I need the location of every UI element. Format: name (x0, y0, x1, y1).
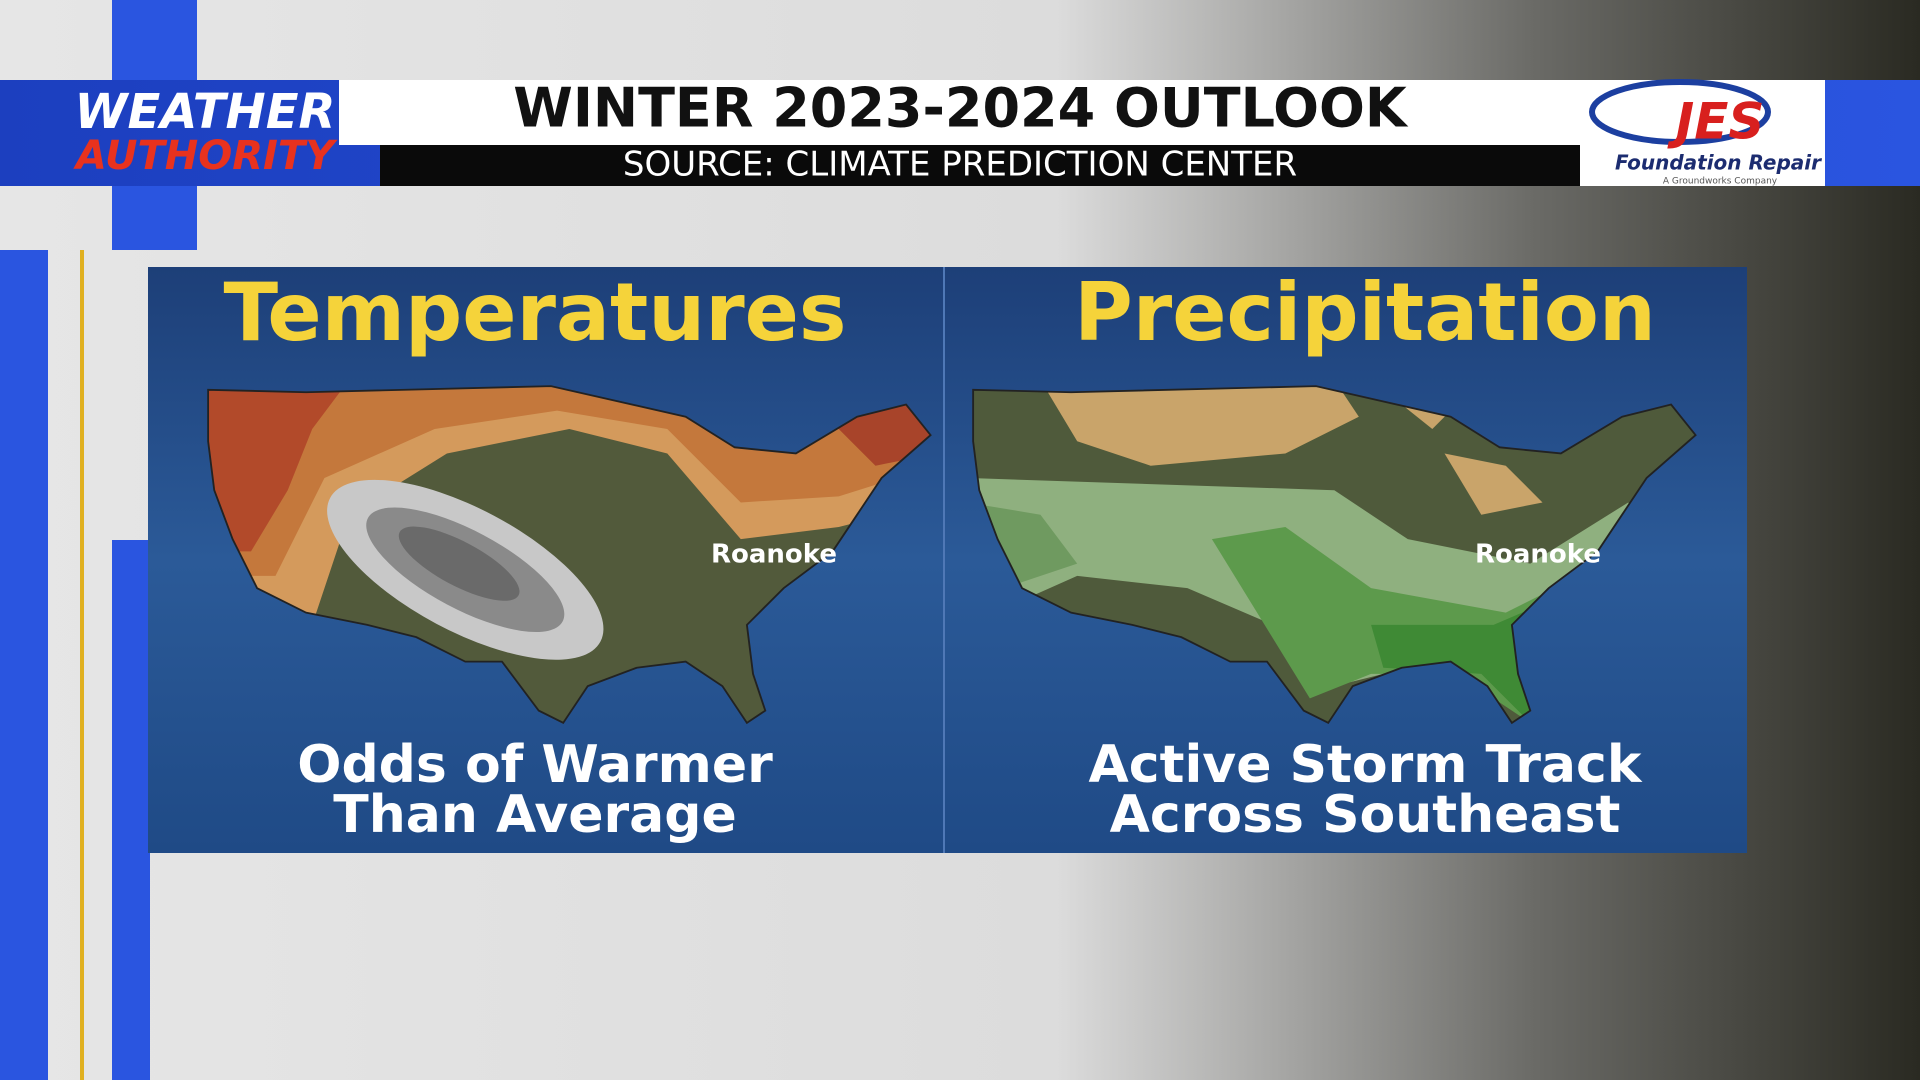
title-box (339, 80, 1580, 145)
stripe (112, 540, 150, 1080)
stripe (80, 250, 84, 1080)
brand-bottom: AUTHORITY (73, 133, 338, 179)
caption: Active Storm Track (1089, 735, 1643, 795)
city-label: Roanoke (711, 540, 837, 570)
sponsor-tagline: Foundation Repair (1615, 151, 1822, 175)
caption: Across Southeast (1110, 785, 1621, 845)
panel-title: Precipitation (1074, 266, 1656, 359)
sponsor-swoosh (1589, 79, 1771, 145)
panel-title: Temperatures (223, 266, 846, 359)
city-label: Roanoke (1475, 540, 1601, 570)
sponsor-name: JES (1667, 93, 1765, 151)
source-box (380, 145, 1580, 186)
brand-top: WEATHER (75, 84, 336, 140)
caption: Odds of Warmer (297, 735, 773, 795)
stripe (0, 250, 48, 1080)
title: WINTER 2023-2024 OUTLOOK (513, 77, 1409, 140)
source: SOURCE: CLIMATE PREDICTION CENTER (623, 145, 1297, 185)
caption: Than Average (333, 785, 736, 845)
sponsor-parent: A Groundworks Company (1663, 177, 1778, 187)
